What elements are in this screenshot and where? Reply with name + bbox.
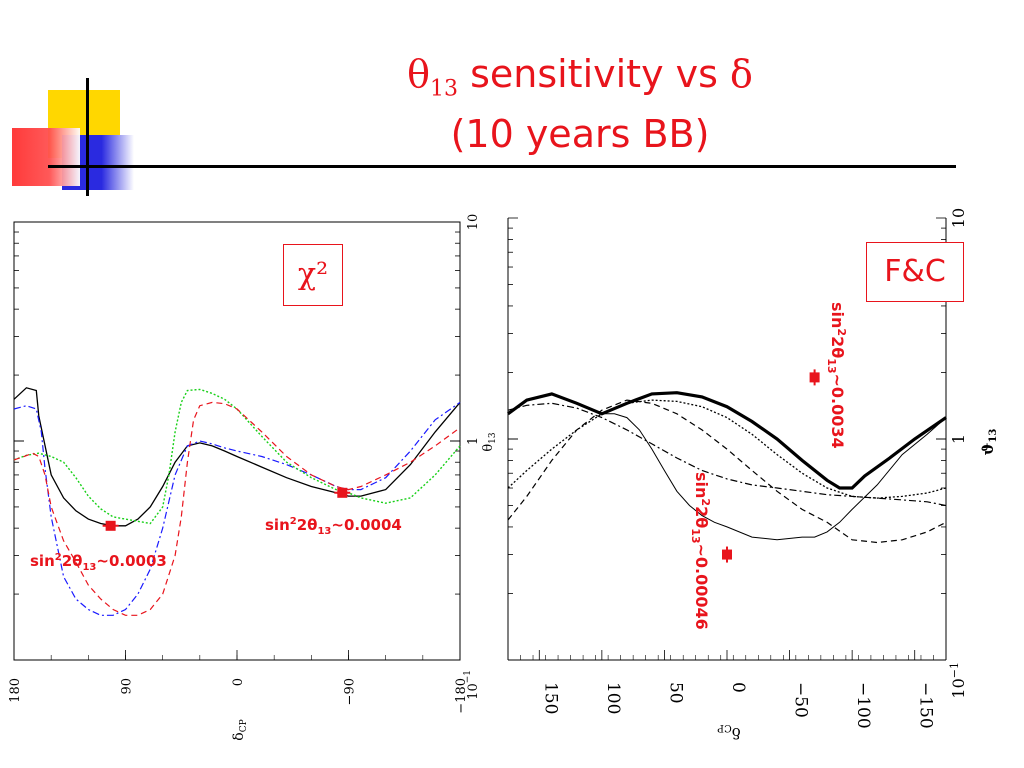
left-series-line-solid-black: [13, 387, 461, 527]
chi-squared-label: χ²: [297, 257, 329, 292]
left-y-tick-label: 1: [466, 437, 481, 445]
right-x-axis-label: δCP: [717, 722, 741, 742]
title-line-1: θ13 sensitivity vs δ: [200, 52, 960, 112]
right-x-tick-label: 150: [540, 682, 560, 714]
deco-vertical-line: [86, 78, 89, 196]
deco-horizontal-line: [48, 165, 956, 168]
right-x-tick-label: 50: [665, 682, 685, 704]
left-y-tick-label: 10: [466, 214, 481, 231]
left-series-line-dash-dot-blue: [13, 401, 461, 616]
left-x-tick-label: −90: [343, 678, 358, 705]
right-series-line-thin-solid: [601, 413, 947, 541]
right-series-line-dotted: [507, 399, 947, 499]
left-x-tick-label: −180: [454, 678, 469, 714]
left-series-line-dotted-green: [13, 388, 461, 525]
right-y-axis-label-left: θ13: [481, 432, 498, 452]
right-y-tick-label: 10: [949, 208, 968, 228]
left-plot-frame: [13, 221, 461, 661]
right-x-tick-label: 0: [728, 682, 748, 693]
slide-subtitle: (10 years BB): [450, 111, 710, 156]
right-series-line-thick-solid: [507, 391, 947, 490]
left-y-tick-label-bottom: 10−1: [463, 670, 481, 700]
deco-red-square: [12, 128, 80, 186]
right-x-tick-label: −50: [791, 682, 811, 718]
left-x-tick-label: 90: [120, 678, 135, 695]
left-x-tick-label: 0: [231, 678, 246, 686]
title-text: sensitivity vs: [457, 52, 731, 96]
right-y-tick-label-bottom: 10−1: [948, 662, 968, 699]
right-x-tick-label: −100: [853, 682, 873, 729]
right-series-line-dashdot: [507, 402, 947, 507]
fc-label: F&C: [884, 254, 946, 289]
left-series-line-dashed-red: [13, 401, 461, 616]
right-x-tick-label: −150: [916, 682, 936, 729]
slide-title: θ13 sensitivity vs δ (10 years BB): [200, 52, 960, 156]
chart-right-legend-box: F&C: [866, 242, 964, 302]
left-annotation: sin22θ13~0.0004: [265, 516, 402, 537]
right-y-tick-label: 1: [949, 434, 968, 444]
right-series-line-dashed: [507, 399, 947, 544]
title-theta-sub: 13: [429, 76, 458, 102]
title-delta: δ: [730, 52, 753, 96]
left-x-axis-label: δCP: [231, 719, 249, 740]
right-x-tick-label: 100: [603, 682, 623, 714]
right-annotation: sin22θ13~0.00046: [689, 472, 712, 630]
left-annotation: sin22θ13~0.0003: [30, 552, 167, 573]
chart-left-legend-box: χ²: [283, 244, 343, 306]
right-y-axis-label-right: ϑ13: [979, 429, 999, 456]
title-theta: θ: [407, 52, 430, 96]
left-x-tick-label: 180: [8, 678, 23, 703]
right-annotation: sin22θ13~0.0034: [825, 302, 848, 449]
